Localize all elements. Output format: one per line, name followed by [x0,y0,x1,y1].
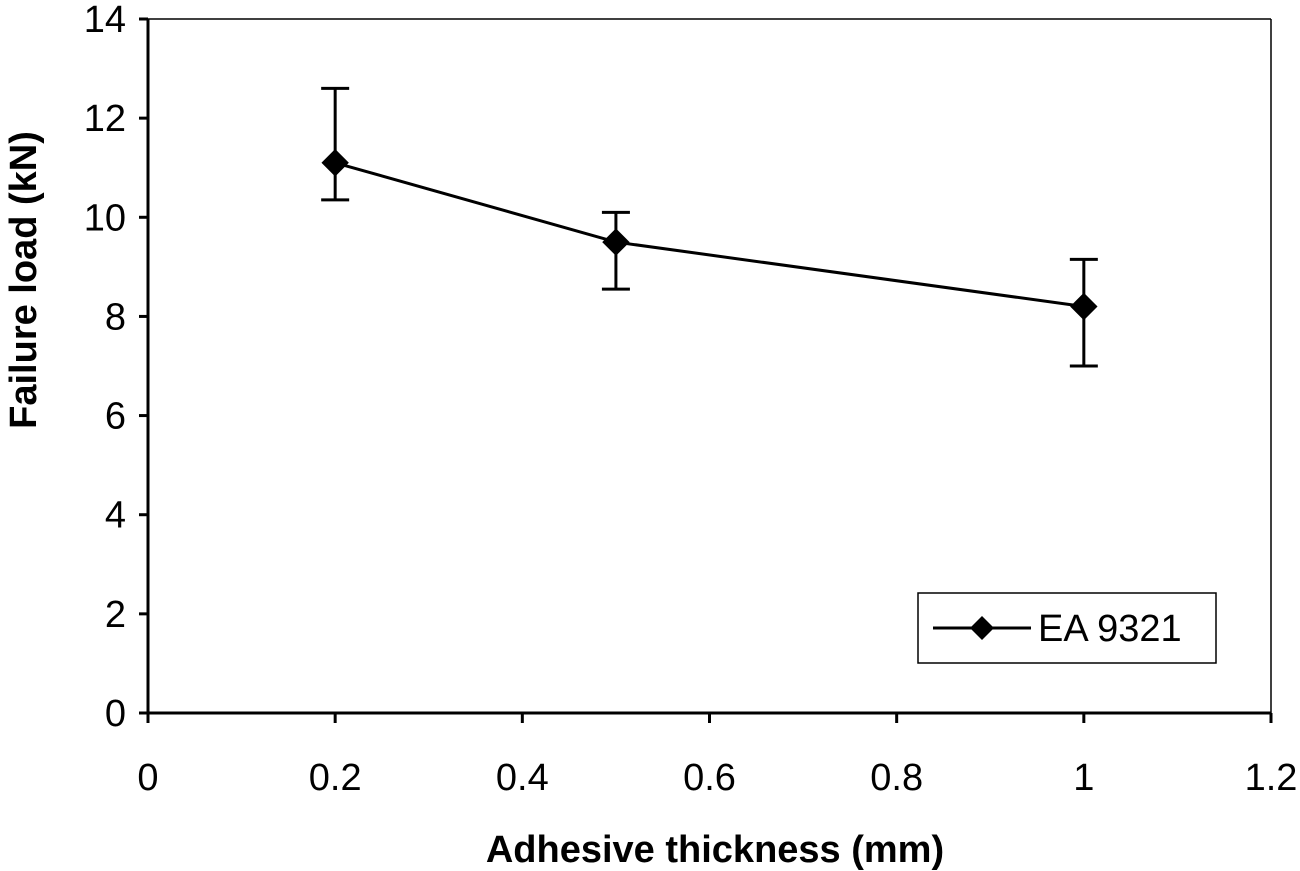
data-point-marker [602,228,630,256]
y-tick-label: 6 [105,396,126,438]
x-tick-label: 0.2 [309,757,362,799]
plot-area [321,86,1098,368]
x-tick-label: 0.4 [496,757,549,799]
legend: EA 9321 [917,592,1217,664]
y-tick-label: 14 [84,0,126,41]
series-line [334,161,1085,309]
y-tick-label: 4 [105,495,126,537]
y-tick-label: 2 [105,594,126,636]
x-tick-label: 0.6 [683,757,736,799]
x-tick-label: 1 [1073,757,1094,799]
y-tick-label: 0 [105,693,126,735]
y-tick-label: 12 [84,98,126,140]
data-point-marker [1070,292,1098,321]
x-axis-title: Adhesive thickness (mm) [486,829,944,871]
x-tick-label: 0 [137,757,158,799]
x-tick-label: 0.8 [870,757,923,799]
y-tick-label: 10 [84,197,126,239]
legend-label: EA 9321 [1038,608,1182,650]
error-bar [321,86,350,202]
x-tick-label: 1.2 [1245,757,1298,799]
y-tick-label: 8 [105,296,126,338]
legend-marker-swatch [970,616,994,640]
y-axis-title: Failure load (kN) [3,131,45,429]
axis-ticks: 0 2 4 6 8 10 12 14 0 0.2 0.4 0.6 0.8 1 1.2 [84,0,1298,799]
data-point-marker [321,149,349,177]
